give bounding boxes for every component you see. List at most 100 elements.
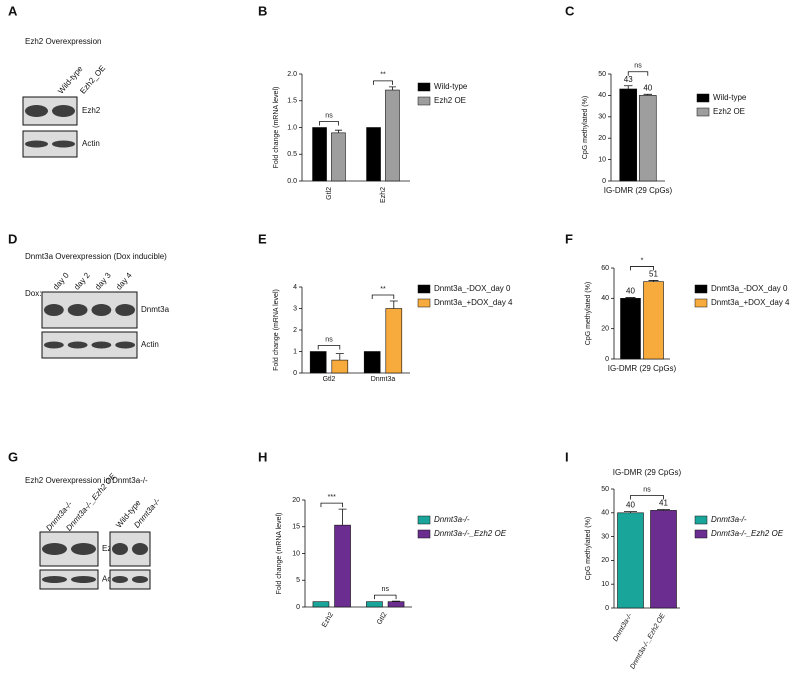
y-tick-label: 1.0 <box>287 124 297 131</box>
bar <box>620 298 641 360</box>
legend-swatch <box>694 298 708 308</box>
blot-band <box>112 576 128 583</box>
legend-label: Dnmt3a-/-_Ezh2 OE <box>711 529 784 538</box>
error-bar <box>389 300 398 309</box>
y-tick-label: 1.5 <box>287 98 297 105</box>
legend-swatch <box>694 515 708 525</box>
significance-bracket <box>630 266 654 271</box>
legend-swatch <box>696 107 710 117</box>
band-label: Dnmt3a <box>141 305 170 314</box>
blot-image <box>39 569 99 590</box>
y-tick-label: 50 <box>601 486 609 493</box>
x-tick-label: Gtl2 <box>376 611 389 626</box>
y-tick-label: 0 <box>602 178 606 185</box>
y-axis-label: CpG methylated (%) <box>582 96 589 159</box>
lane-label: day 3 <box>93 270 113 291</box>
significance-bracket <box>317 345 341 350</box>
value-label: 40 <box>626 287 635 296</box>
panel-letter: B <box>258 3 267 18</box>
significance-bracket <box>373 80 393 85</box>
blot-band <box>52 140 75 148</box>
value-label: 43 <box>624 75 633 84</box>
panel-letter: F <box>565 231 573 246</box>
y-tick-label: 30 <box>601 533 609 540</box>
y-tick-label: 40 <box>601 510 609 517</box>
blot-band <box>115 304 135 316</box>
x-axis-label: IG-DMR (29 CpGs) <box>608 364 677 373</box>
error-bar <box>625 297 636 299</box>
blot-image <box>109 569 151 590</box>
legend-label: Dnmt3a-/- <box>434 515 470 524</box>
legend-swatch <box>696 93 710 103</box>
significance-bracket <box>319 121 339 126</box>
bar <box>385 89 400 182</box>
y-tick-label: 3 <box>293 305 297 312</box>
significance-label: *** <box>328 494 336 501</box>
significance-label: ** <box>380 72 386 79</box>
bar <box>363 351 381 374</box>
lane-label: Ezh2_OE <box>78 64 107 96</box>
panel-letter: G <box>8 449 18 464</box>
y-tick-label: 2 <box>293 327 297 334</box>
x-tick-label: Gtl2 <box>326 187 333 200</box>
significance-label: ns <box>325 112 333 119</box>
x-axis-label: IG-DMR (29 CpGs) <box>604 186 673 195</box>
bar <box>643 281 664 360</box>
lane-label: day 0 <box>51 270 71 291</box>
bar <box>312 601 330 608</box>
significance-bracket <box>630 495 664 500</box>
blot-band <box>44 304 64 316</box>
significance-bracket <box>374 594 397 600</box>
bar <box>619 88 638 182</box>
value-label: 41 <box>659 499 668 508</box>
blot-band <box>67 341 88 349</box>
y-axis-label: Fold change (mRNA level) <box>273 289 280 371</box>
blot-band <box>112 543 128 555</box>
panel-letter: H <box>258 449 267 464</box>
blot-title: Dnmt3a Overexpression (Dox inducible) <box>25 252 167 261</box>
y-tick-label: 15 <box>292 524 300 531</box>
legend-label: Dnmt3a_+DOX_day 4 <box>434 298 513 307</box>
y-tick-label: 40 <box>598 92 606 99</box>
value-label: 40 <box>643 83 652 92</box>
error-bar <box>657 509 670 511</box>
lane-label: day 2 <box>72 270 92 291</box>
bar <box>387 601 405 608</box>
y-tick-label: 0.5 <box>287 151 297 158</box>
y-tick-label: 10 <box>598 156 606 163</box>
blot-band <box>132 576 148 583</box>
y-tick-label: 5 <box>296 577 300 584</box>
error-bar <box>623 85 633 89</box>
x-tick-label: Dnmt3a <box>371 376 396 383</box>
legend-label: Dnmt3a-/-_Ezh2 OE <box>434 529 507 538</box>
blot-band <box>25 140 48 148</box>
x-tick-label: Dnmt3a-/- <box>612 612 634 643</box>
legend-swatch <box>417 515 431 525</box>
x-tick-label: Ezh2 <box>321 611 335 628</box>
error-bar <box>624 511 637 513</box>
blot-band <box>132 543 148 555</box>
error-bar <box>334 129 342 133</box>
y-axis-label: CpG methylated (%) <box>585 282 592 345</box>
y-tick-label: 20 <box>598 135 606 142</box>
y-tick-label: 0 <box>293 370 297 377</box>
blot-band <box>91 304 112 316</box>
significance-label: ns <box>643 486 651 493</box>
significance-label: ns <box>325 336 333 343</box>
legend-swatch <box>694 529 708 539</box>
y-tick-label: 20 <box>601 557 609 564</box>
blot-band <box>71 576 96 583</box>
y-axis-label: Fold change (mRNA level) <box>276 513 283 595</box>
bar <box>650 510 677 609</box>
bar <box>334 524 351 608</box>
error-bar <box>648 280 659 282</box>
significance-bracket <box>320 502 343 508</box>
y-tick-label: 1 <box>293 348 297 355</box>
blot-band <box>25 105 48 117</box>
legend-label: Dnmt3a_+DOX_day 4 <box>711 298 790 307</box>
blot-band <box>115 341 135 349</box>
legend-swatch <box>417 82 431 92</box>
blot-band <box>42 543 67 555</box>
legend-label: Wild-type <box>434 82 468 91</box>
